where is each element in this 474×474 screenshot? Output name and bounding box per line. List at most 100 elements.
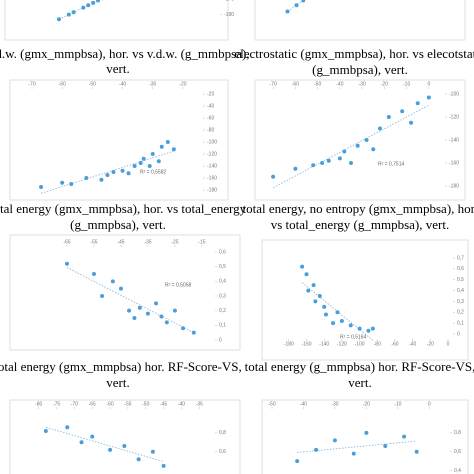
point	[366, 328, 371, 333]
point	[118, 286, 123, 291]
x-tick-label: -50	[268, 401, 275, 407]
caption: (g_mmpbsa), vert.	[70, 217, 166, 232]
point	[320, 161, 325, 165]
point	[138, 161, 143, 165]
point	[39, 185, 44, 189]
x-tick-label: -40	[119, 81, 126, 87]
point	[300, 264, 305, 269]
point	[79, 440, 84, 445]
y-tick-label: 0,8	[219, 430, 226, 436]
point	[415, 101, 420, 106]
caption: total energy (g_mmpbsa) hor. RF-Score-VS…	[245, 359, 474, 374]
y-tick-label: -60	[207, 115, 214, 121]
point	[323, 312, 328, 317]
y-tick-label: -140	[449, 137, 459, 143]
point	[349, 161, 353, 165]
x-tick-label: -120	[337, 341, 347, 347]
y-tick-label: 0	[219, 337, 222, 343]
point	[335, 310, 340, 315]
x-tick-label: 0	[447, 341, 450, 347]
y-tick-label: 0,6	[219, 249, 226, 255]
x-tick-label: -20	[363, 401, 370, 407]
point	[402, 434, 407, 439]
x-tick-label: -55	[124, 401, 131, 407]
annotation: R² = 0,5164	[340, 334, 366, 340]
point	[159, 314, 164, 319]
y-tick-label: -160	[449, 160, 459, 166]
point	[313, 299, 318, 304]
point	[314, 447, 319, 452]
point	[105, 173, 110, 177]
y-tick-label: 0,1	[457, 320, 464, 326]
point	[132, 316, 137, 320]
point	[165, 140, 170, 144]
point	[136, 457, 141, 462]
point	[127, 308, 132, 313]
caption: vs total_energy (g_mmpbsa), vert.	[271, 217, 449, 232]
trendline	[272, 104, 430, 189]
point	[100, 294, 105, 298]
point	[164, 320, 169, 325]
y-tick-label: 0,8	[454, 430, 461, 436]
point	[342, 149, 347, 154]
x-tick-label: -35	[144, 239, 151, 245]
x-tick-label: -15	[198, 239, 205, 245]
x-tick-label: -50	[89, 81, 96, 87]
x-tick-label: -45	[117, 239, 124, 245]
point	[364, 430, 369, 435]
x-tick-label: -30	[149, 81, 156, 87]
y-tick-label: 0,2	[219, 308, 226, 314]
panel-frame	[254, 79, 466, 201]
point	[306, 288, 311, 293]
point	[132, 164, 137, 168]
y-tick-label: -160	[207, 175, 217, 181]
point	[161, 463, 166, 468]
y-tick-label: -140	[207, 163, 217, 169]
annotation: R² = 0,5582	[140, 169, 166, 175]
y-tick-label: -120	[449, 114, 459, 120]
panel-frame	[4, 0, 229, 41]
x-tick-label: -80	[35, 401, 42, 407]
y-tick-label: 0,4	[454, 468, 461, 474]
caption: v.d.w. (gmx_mmpbsa), hor. vs v.d.w. (g_m…	[0, 46, 250, 61]
point	[110, 279, 115, 284]
y-tick-label: -170	[224, 0, 234, 2]
point	[150, 152, 155, 156]
point	[326, 158, 331, 163]
point	[90, 434, 95, 439]
x-tick-label: -20	[381, 81, 388, 87]
y-tick-label: 0,6	[457, 266, 464, 272]
y-tick-label: -180	[207, 187, 217, 193]
point	[426, 95, 431, 100]
point	[311, 283, 316, 288]
point	[339, 318, 344, 323]
trendline	[297, 440, 417, 453]
point	[81, 5, 86, 10]
point	[145, 311, 150, 316]
x-tick-label: -10	[394, 401, 401, 407]
y-tick-label: -100	[449, 91, 459, 97]
x-tick-label: -160	[302, 341, 312, 347]
point	[137, 305, 142, 310]
caption: vert.	[106, 375, 129, 390]
x-tick-label: -60	[391, 341, 398, 347]
panel-frame	[9, 79, 229, 201]
x-tick-label: 0	[427, 81, 430, 87]
x-tick-label: -140	[319, 341, 329, 347]
point	[383, 444, 388, 449]
panel-frame	[9, 399, 241, 474]
x-tick-label: -55	[90, 239, 97, 245]
x-tick-label: -10	[403, 81, 410, 87]
point	[271, 174, 276, 179]
x-tick-label: -45	[160, 401, 167, 407]
y-tick-label: -100	[207, 139, 217, 145]
point	[337, 156, 342, 161]
point	[355, 143, 360, 148]
point	[111, 170, 116, 174]
point	[96, 0, 100, 3]
y-tick-label: -180	[449, 183, 459, 189]
point	[331, 321, 336, 326]
panel-frame	[261, 239, 469, 361]
x-tick-label: -65	[89, 401, 96, 407]
y-tick-label: -80	[207, 127, 214, 133]
